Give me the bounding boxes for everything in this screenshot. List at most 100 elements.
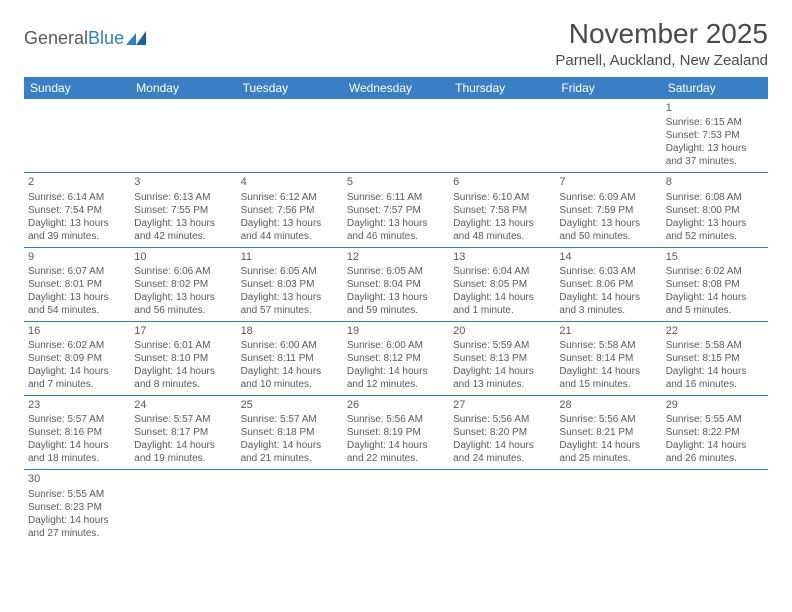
day-number: 18 bbox=[241, 324, 339, 338]
daylight-text: Daylight: 13 hours bbox=[134, 291, 232, 304]
daylight-text: Daylight: 13 hours bbox=[347, 217, 445, 230]
day-number: 7 bbox=[559, 175, 657, 189]
sunset-text: Sunset: 8:02 PM bbox=[134, 278, 232, 291]
sunset-text: Sunset: 7:57 PM bbox=[347, 204, 445, 217]
weekday-header: Sunday bbox=[24, 77, 130, 99]
sunset-text: Sunset: 7:54 PM bbox=[28, 204, 126, 217]
daylight-text: and 1 minute. bbox=[453, 304, 551, 317]
daylight-text: and 39 minutes. bbox=[28, 230, 126, 243]
calendar-body: 1Sunrise: 6:15 AMSunset: 7:53 PMDaylight… bbox=[24, 99, 768, 544]
sunset-text: Sunset: 7:56 PM bbox=[241, 204, 339, 217]
daylight-text: and 27 minutes. bbox=[28, 527, 126, 540]
day-number: 12 bbox=[347, 250, 445, 264]
calendar-day-cell bbox=[555, 99, 661, 173]
calendar-day-cell: 9Sunrise: 6:07 AMSunset: 8:01 PMDaylight… bbox=[24, 247, 130, 321]
sunrise-text: Sunrise: 5:55 AM bbox=[28, 488, 126, 501]
sunset-text: Sunset: 8:22 PM bbox=[666, 426, 764, 439]
calendar-day-cell: 1Sunrise: 6:15 AMSunset: 7:53 PMDaylight… bbox=[662, 99, 768, 173]
day-number: 22 bbox=[666, 324, 764, 338]
sunrise-text: Sunrise: 6:06 AM bbox=[134, 265, 232, 278]
daylight-text: Daylight: 14 hours bbox=[134, 365, 232, 378]
day-number: 26 bbox=[347, 398, 445, 412]
day-number: 19 bbox=[347, 324, 445, 338]
day-number: 10 bbox=[134, 250, 232, 264]
calendar-day-cell: 2Sunrise: 6:14 AMSunset: 7:54 PMDaylight… bbox=[24, 173, 130, 247]
logo-text-1: General bbox=[24, 28, 88, 49]
calendar-day-cell: 13Sunrise: 6:04 AMSunset: 8:05 PMDayligh… bbox=[449, 247, 555, 321]
daylight-text: Daylight: 14 hours bbox=[559, 291, 657, 304]
sunrise-text: Sunrise: 5:57 AM bbox=[241, 413, 339, 426]
weekday-header: Monday bbox=[130, 77, 236, 99]
calendar-day-cell: 11Sunrise: 6:05 AMSunset: 8:03 PMDayligh… bbox=[237, 247, 343, 321]
sunrise-text: Sunrise: 6:01 AM bbox=[134, 339, 232, 352]
sunrise-text: Sunrise: 6:05 AM bbox=[241, 265, 339, 278]
sunrise-text: Sunrise: 6:14 AM bbox=[28, 191, 126, 204]
daylight-text: and 7 minutes. bbox=[28, 378, 126, 391]
calendar-day-cell: 23Sunrise: 5:57 AMSunset: 8:16 PMDayligh… bbox=[24, 396, 130, 470]
day-number: 4 bbox=[241, 175, 339, 189]
sunrise-text: Sunrise: 6:02 AM bbox=[666, 265, 764, 278]
sunset-text: Sunset: 8:16 PM bbox=[28, 426, 126, 439]
day-number: 8 bbox=[666, 175, 764, 189]
daylight-text: and 22 minutes. bbox=[347, 452, 445, 465]
daylight-text: and 12 minutes. bbox=[347, 378, 445, 391]
sunrise-text: Sunrise: 6:00 AM bbox=[347, 339, 445, 352]
day-number: 9 bbox=[28, 250, 126, 264]
daylight-text: Daylight: 13 hours bbox=[453, 217, 551, 230]
daylight-text: Daylight: 14 hours bbox=[134, 439, 232, 452]
sunset-text: Sunset: 7:55 PM bbox=[134, 204, 232, 217]
calendar-day-cell: 6Sunrise: 6:10 AMSunset: 7:58 PMDaylight… bbox=[449, 173, 555, 247]
daylight-text: Daylight: 13 hours bbox=[28, 291, 126, 304]
calendar-day-cell: 19Sunrise: 6:00 AMSunset: 8:12 PMDayligh… bbox=[343, 321, 449, 395]
calendar-day-cell bbox=[343, 470, 449, 544]
calendar-day-cell bbox=[237, 470, 343, 544]
sunrise-text: Sunrise: 5:56 AM bbox=[347, 413, 445, 426]
day-number: 25 bbox=[241, 398, 339, 412]
sunset-text: Sunset: 8:10 PM bbox=[134, 352, 232, 365]
calendar-day-cell: 24Sunrise: 5:57 AMSunset: 8:17 PMDayligh… bbox=[130, 396, 236, 470]
calendar-day-cell: 26Sunrise: 5:56 AMSunset: 8:19 PMDayligh… bbox=[343, 396, 449, 470]
sunset-text: Sunset: 8:09 PM bbox=[28, 352, 126, 365]
calendar-week-row: 16Sunrise: 6:02 AMSunset: 8:09 PMDayligh… bbox=[24, 321, 768, 395]
daylight-text: Daylight: 14 hours bbox=[559, 365, 657, 378]
sunrise-text: Sunrise: 6:03 AM bbox=[559, 265, 657, 278]
day-number: 21 bbox=[559, 324, 657, 338]
daylight-text: and 57 minutes. bbox=[241, 304, 339, 317]
calendar-week-row: 2Sunrise: 6:14 AMSunset: 7:54 PMDaylight… bbox=[24, 173, 768, 247]
daylight-text: and 5 minutes. bbox=[666, 304, 764, 317]
daylight-text: Daylight: 14 hours bbox=[559, 439, 657, 452]
day-number: 6 bbox=[453, 175, 551, 189]
day-number: 27 bbox=[453, 398, 551, 412]
calendar-day-cell: 4Sunrise: 6:12 AMSunset: 7:56 PMDaylight… bbox=[237, 173, 343, 247]
daylight-text: Daylight: 14 hours bbox=[453, 291, 551, 304]
daylight-text: and 24 minutes. bbox=[453, 452, 551, 465]
calendar-day-cell: 29Sunrise: 5:55 AMSunset: 8:22 PMDayligh… bbox=[662, 396, 768, 470]
daylight-text: and 46 minutes. bbox=[347, 230, 445, 243]
calendar-day-cell: 8Sunrise: 6:08 AMSunset: 8:00 PMDaylight… bbox=[662, 173, 768, 247]
calendar-day-cell: 25Sunrise: 5:57 AMSunset: 8:18 PMDayligh… bbox=[237, 396, 343, 470]
daylight-text: Daylight: 14 hours bbox=[28, 439, 126, 452]
calendar-day-cell: 21Sunrise: 5:58 AMSunset: 8:14 PMDayligh… bbox=[555, 321, 661, 395]
sunrise-text: Sunrise: 5:56 AM bbox=[453, 413, 551, 426]
sunset-text: Sunset: 7:59 PM bbox=[559, 204, 657, 217]
sunset-text: Sunset: 7:58 PM bbox=[453, 204, 551, 217]
sunset-text: Sunset: 8:08 PM bbox=[666, 278, 764, 291]
sunset-text: Sunset: 8:14 PM bbox=[559, 352, 657, 365]
daylight-text: Daylight: 13 hours bbox=[28, 217, 126, 230]
calendar-table: Sunday Monday Tuesday Wednesday Thursday… bbox=[24, 77, 768, 544]
daylight-text: and 59 minutes. bbox=[347, 304, 445, 317]
sunset-text: Sunset: 8:17 PM bbox=[134, 426, 232, 439]
day-number: 14 bbox=[559, 250, 657, 264]
daylight-text: and 15 minutes. bbox=[559, 378, 657, 391]
calendar-day-cell bbox=[449, 470, 555, 544]
location: Parnell, Auckland, New Zealand bbox=[555, 52, 768, 69]
calendar-day-cell: 20Sunrise: 5:59 AMSunset: 8:13 PMDayligh… bbox=[449, 321, 555, 395]
daylight-text: Daylight: 13 hours bbox=[241, 217, 339, 230]
header: GeneralBlue November 2025 Parnell, Auckl… bbox=[24, 18, 768, 69]
daylight-text: and 3 minutes. bbox=[559, 304, 657, 317]
sunset-text: Sunset: 8:21 PM bbox=[559, 426, 657, 439]
calendar-week-row: 30Sunrise: 5:55 AMSunset: 8:23 PMDayligh… bbox=[24, 470, 768, 544]
sunset-text: Sunset: 8:18 PM bbox=[241, 426, 339, 439]
calendar-day-cell: 7Sunrise: 6:09 AMSunset: 7:59 PMDaylight… bbox=[555, 173, 661, 247]
calendar-day-cell bbox=[449, 99, 555, 173]
